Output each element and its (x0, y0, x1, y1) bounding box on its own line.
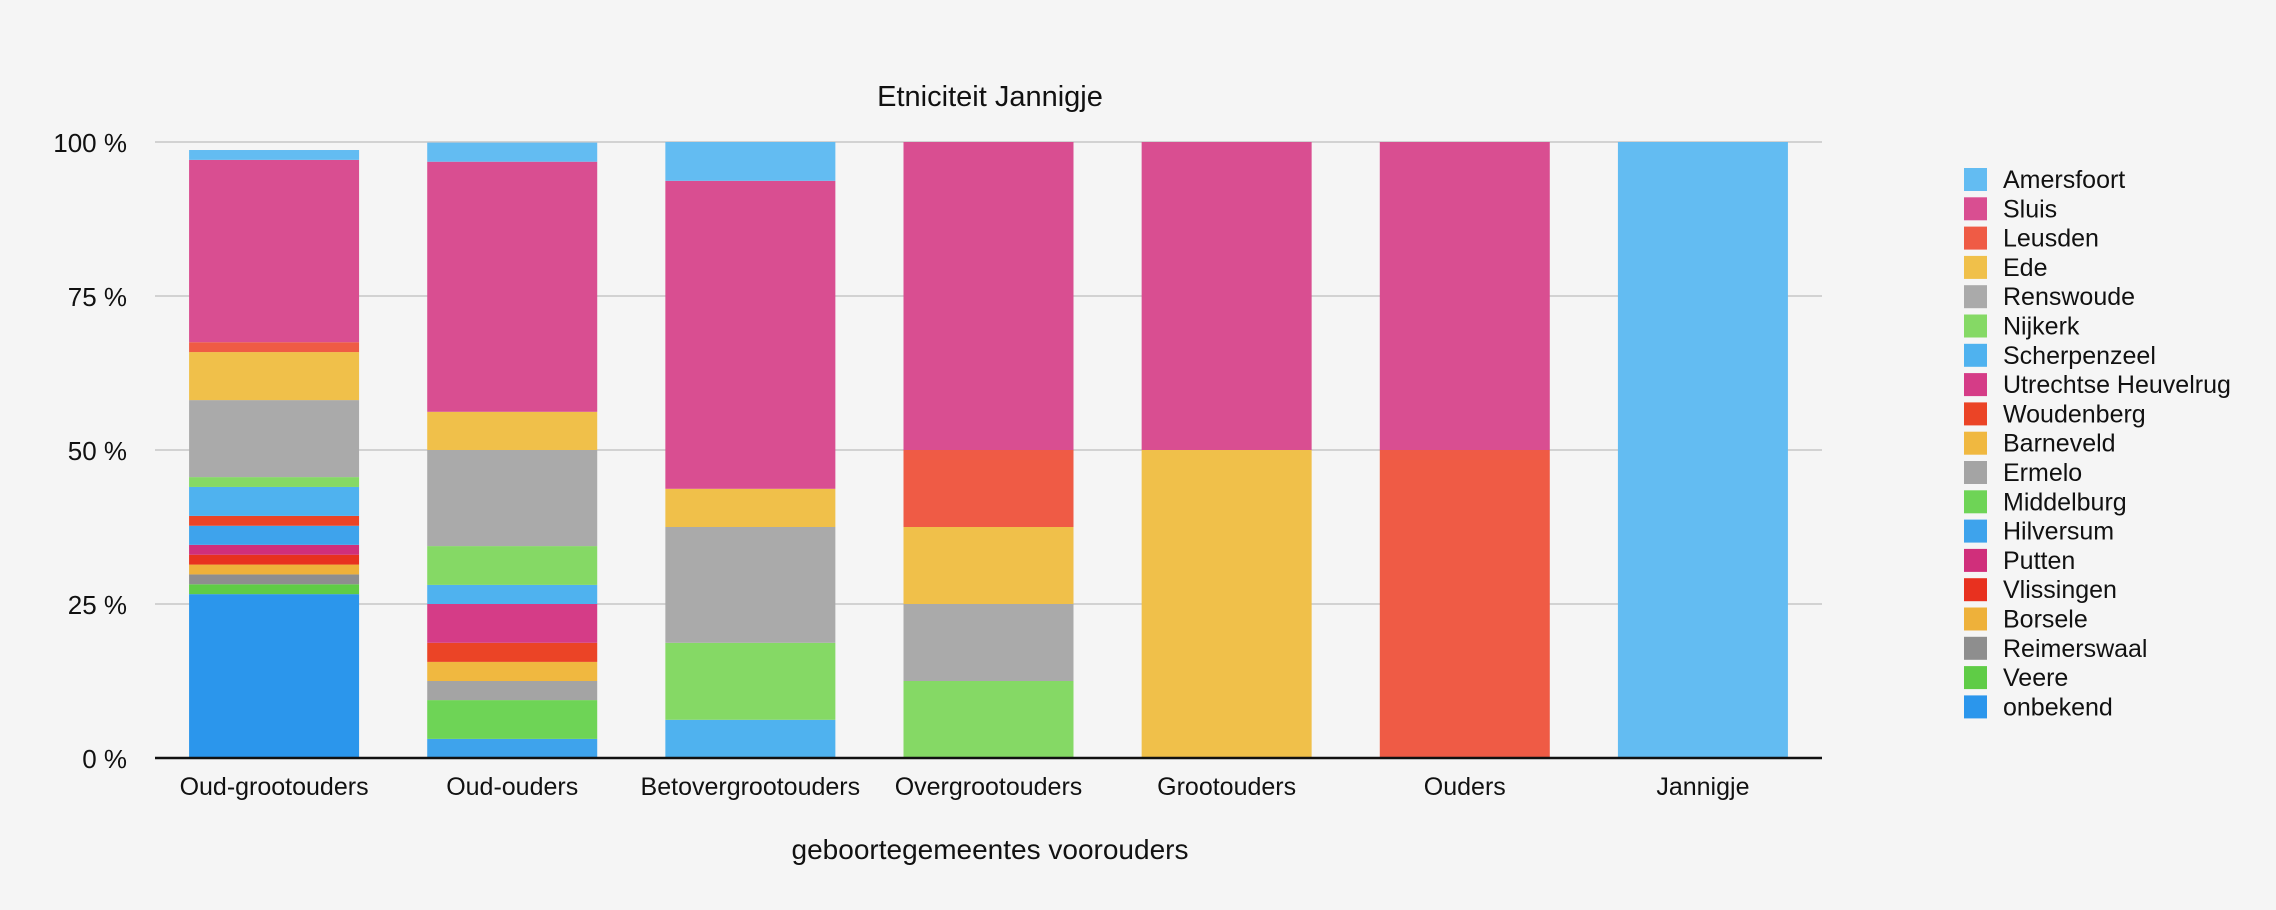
x-tick-label: Betovergrootouders (641, 773, 861, 801)
legend-label: Scherpenzeel (2003, 342, 2156, 370)
bar-segment-oud-grootouders-scherpenzeel (189, 486, 360, 516)
bar-segment-oud-grootouders-veere (189, 584, 360, 595)
x-tick-label: Oud-grootouders (180, 773, 369, 801)
y-tick-label: 75 % (68, 282, 127, 312)
bar-segment-oud-ouders-ermelo (427, 681, 598, 701)
bar-segment-oud-grootouders-reimerswaal (189, 574, 360, 585)
legend-swatch-borsele (1964, 607, 1987, 631)
bar-segment-oud-ouders-nijkerk (427, 546, 598, 585)
y-tick-label: 100 % (53, 128, 127, 158)
y-tick-label: 50 % (68, 436, 127, 466)
legend-swatch-hilversum (1964, 519, 1987, 543)
bar-segment-overgrootouders-sluis (903, 142, 1074, 450)
legend-label: Putten (2003, 547, 2075, 575)
bar-segment-oud-ouders-scherpenzeel (427, 584, 598, 604)
legend-label: Sluis (2003, 195, 2057, 223)
legend-swatch-woudenberg (1964, 402, 1987, 426)
legend-label: Vlissingen (2003, 576, 2117, 604)
legend-label: Renswoude (2003, 283, 2135, 311)
bar-segment-jannigje-amersfoort (1617, 142, 1788, 758)
y-tick-label: 25 % (68, 590, 127, 620)
bar-segment-betovergrootouders-nijkerk (665, 642, 836, 720)
bar-segment-betovergrootouders-amersfoort (665, 142, 836, 181)
bar-segment-oud-grootouders-sluis (189, 159, 360, 343)
bar-segment-oud-grootouders-nijkerk (189, 477, 360, 487)
legend-label: Veere (2003, 664, 2068, 692)
bar-segment-betovergrootouders-renswoude (665, 527, 836, 643)
bar-segment-overgrootouders-nijkerk (903, 681, 1074, 758)
legend-swatch-onbekend (1964, 695, 1987, 719)
legend-swatch-utrechtse-heuvelrug (1964, 373, 1987, 397)
bar-segment-oud-ouders-ede (427, 411, 598, 450)
legend-swatch-nijkerk (1964, 314, 1987, 338)
x-tick-label: Jannigje (1656, 773, 1749, 801)
legend-swatch-vlissingen (1964, 578, 1987, 602)
axes: 0 % 25 % 50 % 75 % 100 % Oud-grootouders Oud-o… (53, 128, 1822, 801)
legend-label: Hilversum (2003, 518, 2114, 546)
legend-label: Leusden (2003, 225, 2099, 253)
bar-segment-oud-grootouders-amersfoort (189, 150, 360, 160)
legend-label: Middelburg (2003, 488, 2127, 516)
bar-segment-oud-grootouders-leusden (189, 342, 360, 353)
x-tick-label: Grootouders (1157, 773, 1296, 801)
bar-segment-ouders-sluis (1379, 142, 1550, 450)
bar-segment-ouders-leusden (1379, 450, 1550, 758)
legend-swatch-veere (1964, 666, 1987, 690)
legend-swatch-amersfoort (1964, 168, 1987, 191)
bar-segment-grootouders-sluis (1141, 142, 1312, 450)
legend-swatch-renswoude (1964, 285, 1987, 309)
legend-label: Reimerswaal (2003, 635, 2147, 663)
bar-segment-oud-ouders-amersfoort (427, 142, 598, 162)
legend-label: Ede (2003, 254, 2047, 282)
bar-segment-oud-ouders-barneveld (427, 661, 598, 681)
legend-label: Utrechtse Heuvelrug (2003, 371, 2231, 399)
legend-label: Woudenberg (2003, 400, 2146, 428)
bar-segment-oud-grootouders-borsele (189, 564, 360, 575)
x-tick-label: Overgrootouders (895, 773, 1083, 801)
legend-swatch-barneveld (1964, 431, 1987, 455)
bar-segment-betovergrootouders-sluis (665, 180, 836, 489)
y-tick-label: 0 % (82, 744, 127, 774)
chart-title: Etniciteit Jannigje (877, 81, 1103, 113)
bar-segment-oud-grootouders-onbekend (189, 594, 360, 758)
bar-segment-oud-grootouders-putten (189, 544, 360, 555)
bar-segment-oud-grootouders-woudenberg (189, 515, 360, 526)
bar-segment-oud-grootouders-hilversum (189, 525, 360, 545)
legend-swatch-middelburg (1964, 490, 1987, 514)
legend-label: Amersfoort (2003, 166, 2125, 194)
bar-segment-oud-grootouders-renswoude (189, 400, 360, 478)
bar-segment-oud-ouders-woudenberg (427, 642, 598, 662)
bar-segment-oud-ouders-middelburg (427, 700, 598, 739)
bar-segment-oud-ouders-renswoude (427, 450, 598, 547)
legend-swatch-reimerswaal (1964, 636, 1987, 660)
legend-swatch-ede (1964, 255, 1987, 279)
bar-segment-grootouders-ede (1141, 450, 1312, 758)
bar-segment-oud-ouders-utrechtse-heuvelrug (427, 604, 598, 643)
legend-label: Barneveld (2003, 430, 2116, 458)
legend-label: Borsele (2003, 606, 2088, 634)
x-axis-title: geboortegemeentes voorouders (792, 834, 1189, 865)
legend-swatch-putten (1964, 548, 1987, 572)
bar-segment-oud-ouders-sluis (427, 161, 598, 412)
legend-label: onbekend (2003, 693, 2113, 721)
bars (189, 142, 1788, 758)
bar-segment-overgrootouders-ede (903, 527, 1074, 604)
legend-swatch-leusden (1964, 226, 1987, 250)
bar-segment-oud-ouders-hilversum (427, 738, 598, 758)
bar-segment-oud-grootouders-vlissingen (189, 554, 360, 565)
bar-segment-overgrootouders-renswoude (903, 604, 1074, 681)
legend: AmersfoortSluisLeusdenEdeRenswoudeNijker… (1964, 166, 2231, 721)
bar-segment-oud-grootouders-ede (189, 352, 360, 401)
legend-label: Ermelo (2003, 459, 2082, 487)
bar-segment-betovergrootouders-scherpenzeel (665, 719, 836, 758)
legend-swatch-ermelo (1964, 461, 1987, 484)
x-tick-label: Ouders (1424, 773, 1506, 801)
bar-segment-overgrootouders-leusden (903, 450, 1074, 527)
legend-swatch-scherpenzeel (1964, 343, 1987, 367)
legend-label: Nijkerk (2003, 313, 2080, 341)
legend-swatch-sluis (1964, 197, 1987, 221)
x-tick-label: Oud-ouders (446, 773, 578, 801)
bar-segment-betovergrootouders-ede (665, 488, 836, 527)
